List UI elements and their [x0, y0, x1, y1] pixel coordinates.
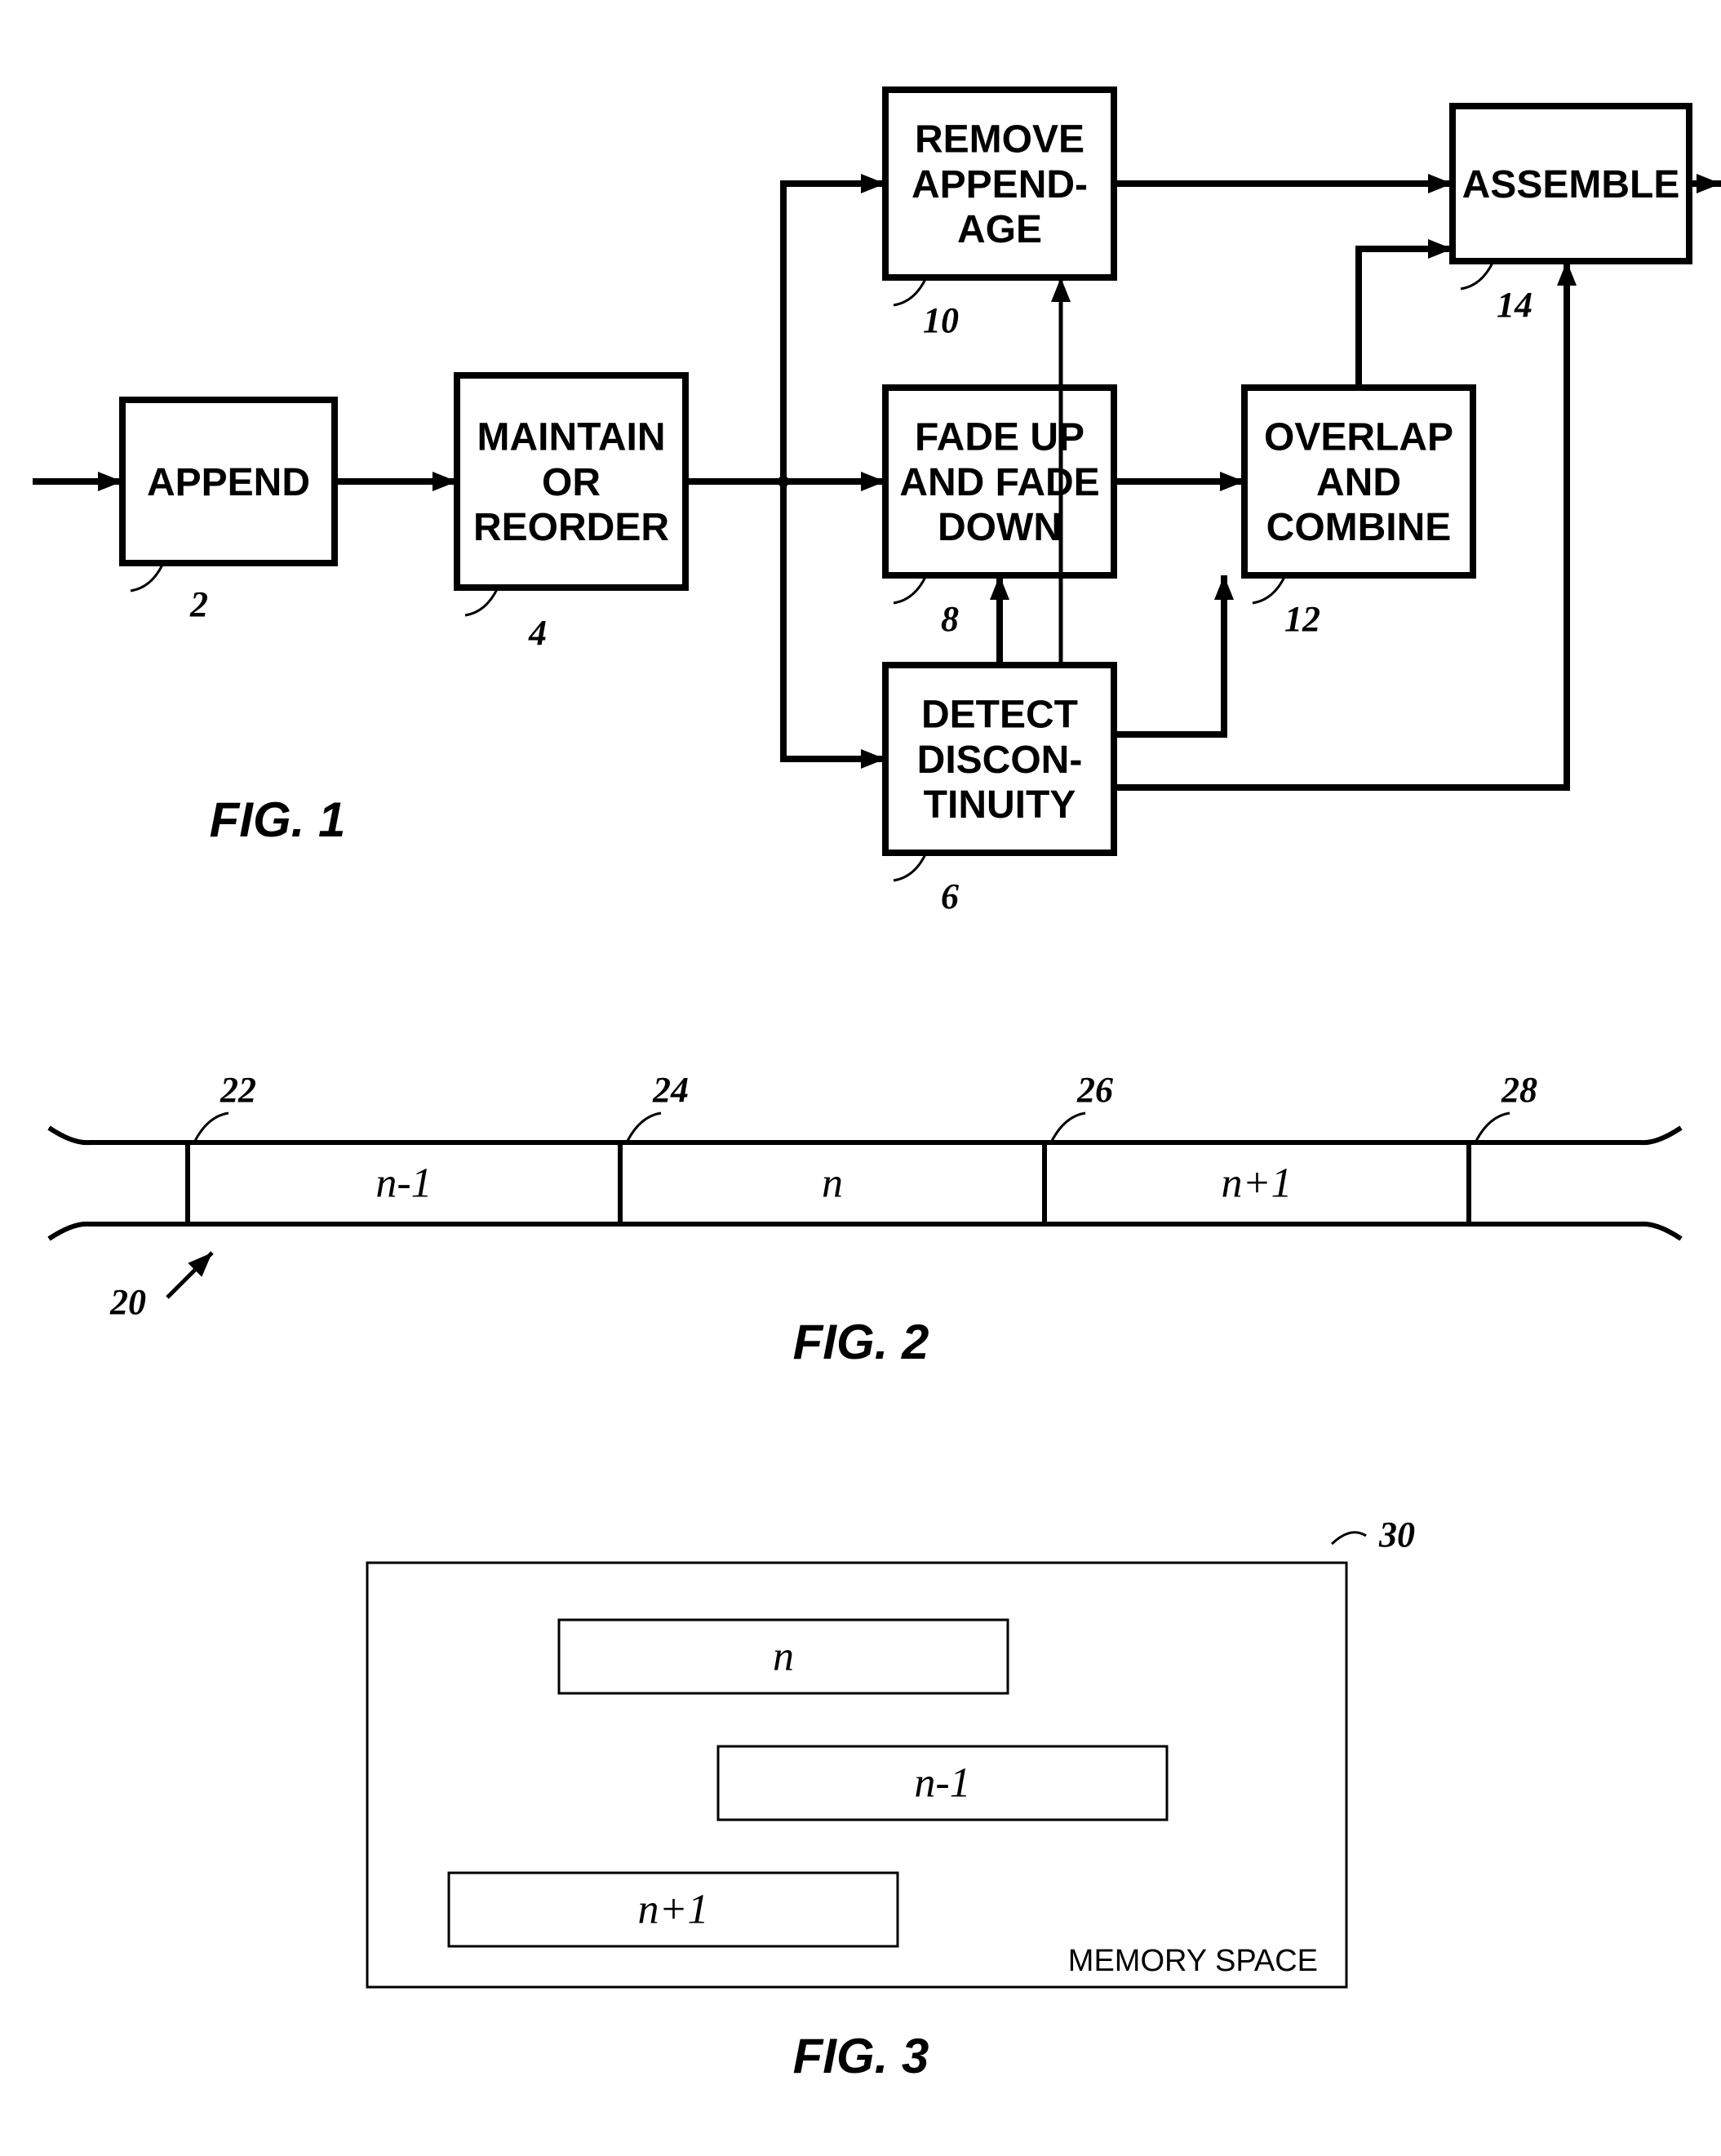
f2-div-2-leader: [1051, 1113, 1085, 1142]
f1-overlap-line1: AND: [1316, 461, 1401, 504]
f1-fade-leader: [894, 575, 926, 603]
f1-assemble-line0: ASSEMBLE: [1462, 163, 1680, 206]
f1-arrow-detect-overlap: [1114, 575, 1224, 734]
f1-maintain-line1: OR: [542, 461, 601, 504]
f2-div-3-leader: [1475, 1113, 1510, 1142]
fig1-caption: FIG. 1: [210, 792, 346, 847]
f2-div-1-ref: 24: [652, 1070, 689, 1110]
f1-detect-line0: DETECT: [921, 694, 1078, 737]
f1-maintain-line0: MAINTAIN: [477, 416, 665, 459]
f1-append-leader: [131, 563, 163, 591]
f1-remove-line0: REMOVE: [915, 118, 1084, 162]
f2-div-1-leader: [627, 1113, 661, 1142]
f1-assemble-leader: [1461, 261, 1493, 289]
f1-fade-line2: DOWN: [938, 506, 1062, 549]
f2-div-0-ref: 22: [220, 1070, 256, 1110]
f3-inner-1-label: n-1: [914, 1760, 970, 1807]
f2-seg-1: n: [822, 1160, 843, 1207]
f2-div-2-ref: 26: [1076, 1070, 1113, 1110]
f1-overlap-line2: COMBINE: [1266, 506, 1452, 549]
f2-div-0-leader: [194, 1113, 228, 1142]
f3-mem-label: MEMORY SPACE: [1068, 1944, 1318, 1978]
f1-arrow-jct-remove: [783, 184, 885, 481]
f1-assemble-ref: 14: [1497, 285, 1532, 325]
f3-ref30-hook: [1332, 1533, 1366, 1544]
f1-overlap-line0: OVERLAP: [1264, 416, 1453, 459]
f1-overlap-ref: 12: [1284, 599, 1320, 639]
f2-seg-0: n-1: [375, 1160, 432, 1207]
f1-remove-ref: 10: [923, 300, 959, 340]
fig3-caption: FIG. 3: [793, 2029, 929, 2083]
f1-append-ref: 2: [189, 584, 208, 624]
f1-append-line0: APPEND: [147, 461, 310, 504]
f1-detect-line1: DISCON-: [917, 739, 1083, 782]
f2-top-line: [49, 1128, 1681, 1142]
f1-remove-line2: AGE: [957, 208, 1042, 251]
fig2-caption: FIG. 2: [793, 1315, 929, 1369]
f1-arrow-overlap-assemble: [1359, 249, 1453, 388]
f1-detect-line2: TINUITY: [924, 783, 1076, 827]
f1-maintain-leader: [465, 588, 498, 615]
f2-div-3-ref: 28: [1501, 1070, 1537, 1110]
f3-ref30: 30: [1378, 1515, 1415, 1555]
f2-seg-2: n+1: [1221, 1160, 1292, 1207]
f1-maintain-ref: 4: [528, 613, 547, 653]
f3-inner-0-label: n: [773, 1634, 794, 1680]
f2-bot-line: [49, 1224, 1681, 1239]
f1-arrow-jct-detect: [783, 481, 885, 759]
f1-overlap-leader: [1253, 575, 1285, 603]
f1-remove-leader: [894, 277, 926, 305]
f3-inner-2-label: n+1: [637, 1887, 708, 1933]
f1-fade-line1: AND FADE: [899, 461, 1099, 504]
f1-detect-ref: 6: [941, 876, 959, 916]
f1-fade-ref: 8: [941, 599, 959, 639]
f1-detect-leader: [894, 853, 926, 881]
f1-remove-line1: APPEND-: [912, 163, 1088, 206]
f1-maintain-line2: REORDER: [473, 506, 669, 549]
f2-ref20: 20: [109, 1282, 146, 1322]
